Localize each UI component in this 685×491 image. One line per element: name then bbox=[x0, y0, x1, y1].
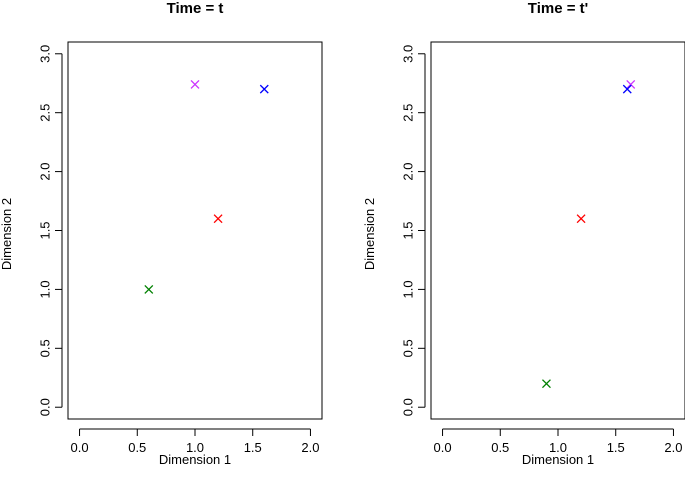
panel-time-t: Time = t Dimension 1 Dimension 2 0.0 0.5 1… bbox=[0, 0, 323, 467]
y-tick-label: 2.5 bbox=[401, 104, 416, 122]
x-tick-label: 1.5 bbox=[607, 440, 625, 455]
y-tick-label: 3.0 bbox=[38, 45, 53, 63]
x-tick-label: 0.0 bbox=[71, 440, 89, 455]
y-tick-label: 1.0 bbox=[401, 280, 416, 298]
y-axis-label: Dimension 2 bbox=[0, 198, 14, 270]
plot-frame bbox=[67, 41, 323, 420]
x-tick-label: 1.0 bbox=[186, 440, 204, 455]
y-tick-label: 2.0 bbox=[38, 163, 53, 181]
y-axis-label: Dimension 2 bbox=[362, 198, 377, 270]
data-point bbox=[622, 84, 632, 94]
y-tick-label: 1.5 bbox=[401, 221, 416, 239]
x-axis-label: Dimension 1 bbox=[159, 452, 231, 467]
data-point bbox=[144, 284, 154, 294]
panel-time-t-prime: Time = t' Dimension 1 Dimension 2 0.0 0.5… bbox=[362, 0, 685, 467]
data-point bbox=[626, 79, 636, 89]
y-tick-label: 3.0 bbox=[401, 45, 416, 63]
x-axis-label: Dimension 1 bbox=[522, 452, 594, 467]
y-tick-label: 1.0 bbox=[38, 280, 53, 298]
x-tick-label: 2.0 bbox=[301, 440, 319, 455]
x-tick-label: 0.5 bbox=[128, 440, 146, 455]
plot-frame bbox=[430, 41, 685, 420]
y-tick-label: 2.5 bbox=[38, 104, 53, 122]
plot-area: 0.0 0.5 1.0 1.5 2.0 0.0 0.5 1.0 1.5 2.0 2.5 3.0 bbox=[401, 41, 685, 455]
chart-title: Time = t' bbox=[528, 0, 588, 17]
x-tick-label: 0.5 bbox=[491, 440, 509, 455]
x-tick-label: 0.0 bbox=[434, 440, 452, 455]
plot-area: 0.0 0.5 1.0 1.5 2.0 0.0 0.5 1.0 1.5 2.0 2.5 3.0 bbox=[38, 41, 323, 455]
y-tick-label: 0.5 bbox=[401, 339, 416, 357]
data-point bbox=[541, 379, 551, 389]
data-point bbox=[259, 84, 269, 94]
data-point bbox=[576, 214, 586, 224]
data-point bbox=[213, 214, 223, 224]
x-tick-label: 1.0 bbox=[549, 440, 567, 455]
y-tick-label: 0.0 bbox=[401, 398, 416, 416]
y-tick-label: 2.0 bbox=[401, 163, 416, 181]
data-point bbox=[190, 79, 200, 89]
x-tick-label: 2.0 bbox=[664, 440, 682, 455]
y-tick-label: 0.5 bbox=[38, 339, 53, 357]
x-tick-label: 1.5 bbox=[244, 440, 262, 455]
y-tick-label: 0.0 bbox=[38, 398, 53, 416]
y-tick-label: 1.5 bbox=[38, 221, 53, 239]
chart-title: Time = t bbox=[167, 0, 224, 17]
